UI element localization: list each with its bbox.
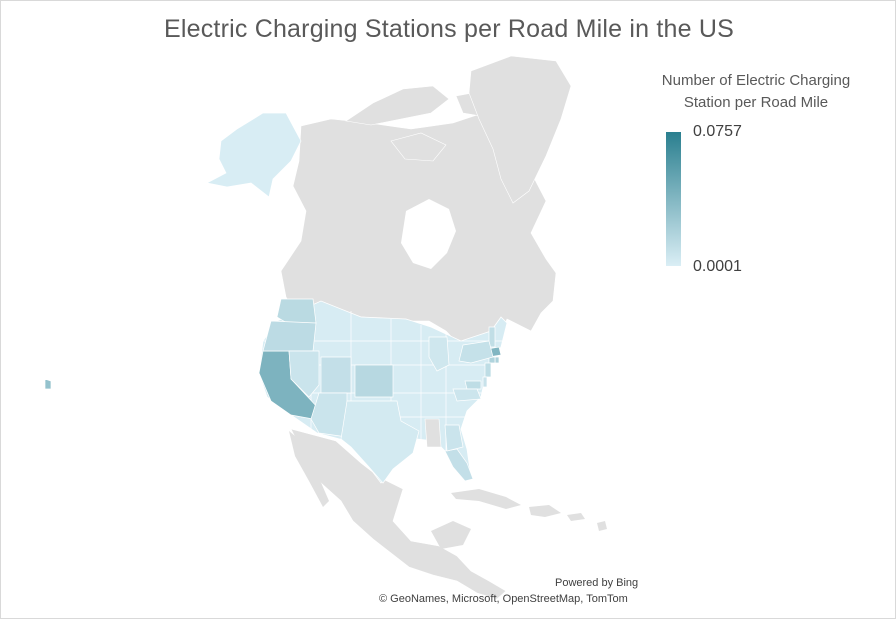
region-oregon (262, 320, 317, 352)
region-florida (444, 448, 474, 482)
region-new-york (458, 340, 494, 364)
land-hispaniola (529, 505, 561, 517)
region-nevada (288, 350, 320, 398)
region-virginia (452, 388, 482, 402)
region-delaware (482, 376, 488, 388)
region-utah (320, 356, 352, 394)
region-new-jersey (484, 362, 492, 378)
land-mexico (290, 428, 507, 600)
legend-color-scale (666, 132, 681, 266)
legend-max-label: 0.0757 (693, 123, 742, 140)
region-no-data (424, 418, 442, 448)
legend-min-label: 0.0001 (693, 258, 742, 275)
region-michigan (428, 336, 450, 372)
region-rhode-island (494, 356, 500, 364)
region-washington (276, 298, 317, 324)
land-cuba (451, 489, 521, 509)
land-baja (289, 431, 329, 507)
legend-title: Number of Electric Charging Station per … (661, 72, 851, 111)
us-regions (44, 112, 508, 484)
land-islands (567, 513, 607, 531)
powered-by-text: Powered by Bing (555, 577, 639, 589)
region-texas (340, 400, 420, 484)
region-arizona (310, 392, 348, 438)
copyright-text: © GeoNames, Microsoft, OpenStreetMap, To… (379, 593, 628, 605)
region-alaska (205, 112, 302, 198)
chart-title: Electric Charging Stations per Road Mile… (164, 15, 734, 43)
land-greenland (468, 55, 572, 204)
region-georgia (444, 424, 464, 452)
land-yucatan (431, 521, 471, 549)
region-vermont (488, 326, 496, 348)
region-hawaii (44, 378, 52, 390)
region-maryland (464, 380, 482, 390)
land-hudson-bay (401, 199, 456, 269)
region-colorado (354, 364, 394, 398)
